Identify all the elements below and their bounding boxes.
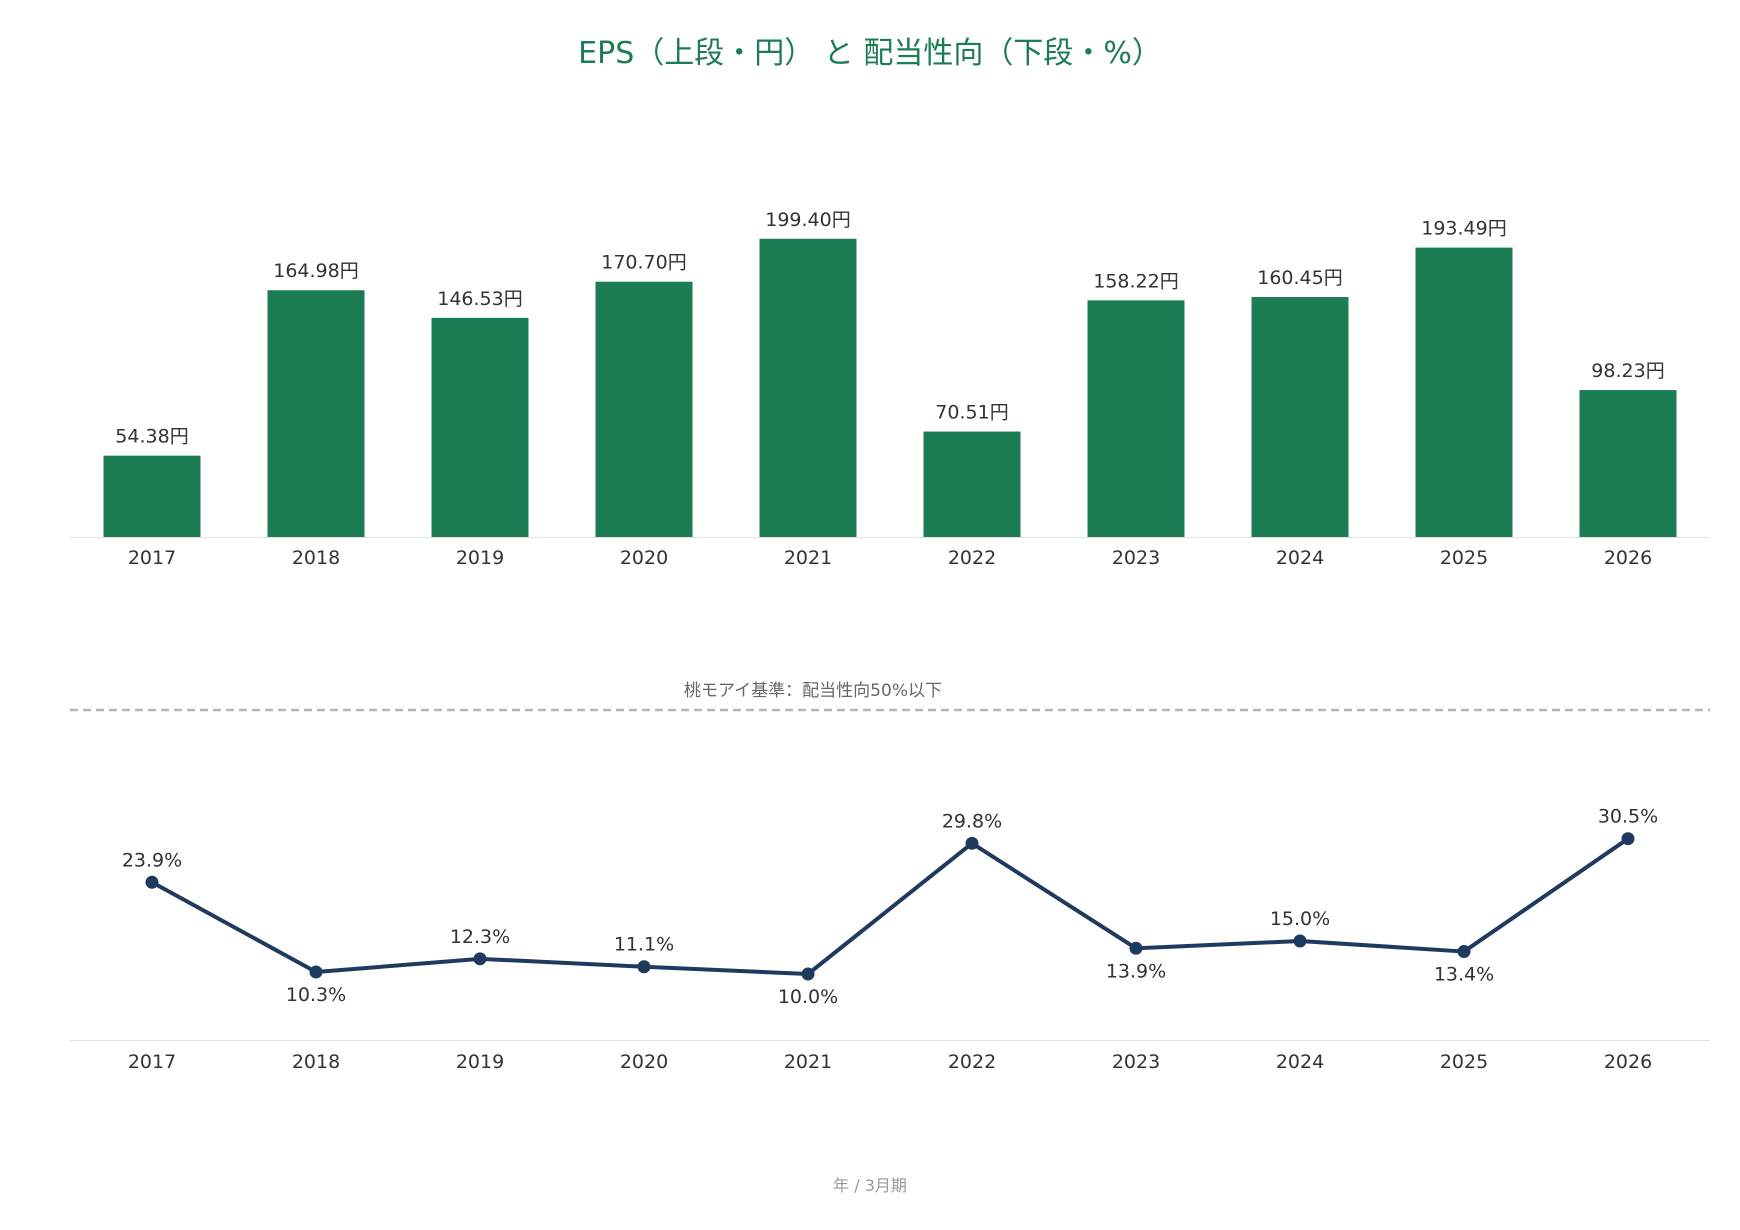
payout-point-label: 30.5% <box>1598 806 1658 828</box>
payout-point-label: 15.0% <box>1270 908 1330 930</box>
payout-point <box>637 960 651 974</box>
bar-x-tick-label: 2023 <box>1112 547 1160 569</box>
eps-bar <box>923 431 1021 537</box>
line-x-tick-label: 2020 <box>620 1051 668 1073</box>
payout-point <box>309 965 323 979</box>
payout-point-label: 10.0% <box>778 986 838 1008</box>
payout-point <box>965 836 979 850</box>
bar-x-tick-label: 2022 <box>948 547 996 569</box>
eps-bar <box>1579 390 1677 537</box>
eps-bar-label: 164.98円 <box>273 260 358 282</box>
eps-bar-label: 146.53円 <box>437 288 522 310</box>
payout-point <box>1457 945 1471 959</box>
eps-bar <box>103 455 201 537</box>
eps-bar-label: 170.70円 <box>601 252 686 274</box>
bar-x-tick-label: 2017 <box>128 547 176 569</box>
bar-x-tick-label: 2020 <box>620 547 668 569</box>
payout-series-line <box>150 836 1630 976</box>
line-x-tick-label: 2017 <box>128 1051 176 1073</box>
payout-point-label: 12.3% <box>450 926 510 948</box>
eps-bar-label: 70.51円 <box>935 402 1008 424</box>
payout-point-label: 13.9% <box>1106 960 1166 982</box>
bar-x-tick-label: 2019 <box>456 547 504 569</box>
eps-bar <box>595 281 693 537</box>
line-x-tick-label: 2021 <box>784 1051 832 1073</box>
eps-bar <box>267 290 365 537</box>
eps-bar-label: 160.45円 <box>1257 267 1342 289</box>
chart-title: EPS（上段・円） と 配当性向（下段・%） <box>578 36 1162 71</box>
eps-bar-label: 193.49円 <box>1421 218 1506 240</box>
payout-point <box>145 875 159 889</box>
eps-bar <box>759 238 857 537</box>
bar-x-tick-label: 2026 <box>1604 547 1652 569</box>
eps-bar-chart: 54.38円 2017 164.98円 2018 146.53円 2019 170.70円 2… <box>70 209 1710 569</box>
reference-line-label: 桃モアイ基準：配当性向50%以下 <box>684 681 942 701</box>
payout-point <box>1621 832 1635 846</box>
payout-point-label: 13.4% <box>1434 964 1494 986</box>
eps-bar <box>431 317 529 537</box>
payout-point <box>473 952 487 966</box>
line-x-tick-label: 2025 <box>1440 1051 1488 1073</box>
payout-line-chart: 桃モアイ基準：配当性向50%以下 23.9% 2017 10.3% 2018 12.3% 2… <box>70 681 1710 1073</box>
payout-point-label: 23.9% <box>122 849 182 871</box>
eps-bar <box>1415 247 1513 537</box>
payout-point-label: 29.8% <box>942 810 1002 832</box>
payout-point <box>1293 934 1307 948</box>
payout-point-label: 11.1% <box>614 934 674 956</box>
eps-bar <box>1251 297 1349 537</box>
line-x-tick-label: 2023 <box>1112 1051 1160 1073</box>
line-x-tick-label: 2026 <box>1604 1051 1652 1073</box>
bar-x-tick-label: 2025 <box>1440 547 1488 569</box>
bar-x-tick-label: 2018 <box>292 547 340 569</box>
eps-bar-label: 199.40円 <box>765 209 850 231</box>
eps-bar-label: 98.23円 <box>1591 360 1664 382</box>
eps-bar <box>1087 300 1185 537</box>
line-x-tick-label: 2024 <box>1276 1051 1324 1073</box>
line-x-tick-label: 2022 <box>948 1051 996 1073</box>
bar-x-tick-label: 2024 <box>1276 547 1324 569</box>
payout-point <box>1129 941 1143 955</box>
line-x-tick-label: 2019 <box>456 1051 504 1073</box>
x-axis-label: 年 / 3月期 <box>833 1176 907 1195</box>
payout-point-label: 10.3% <box>286 984 346 1006</box>
bar-x-tick-label: 2021 <box>784 547 832 569</box>
eps-bar-label: 158.22円 <box>1093 270 1178 292</box>
payout-point <box>801 967 815 981</box>
line-x-tick-label: 2018 <box>292 1051 340 1073</box>
eps-bar-label: 54.38円 <box>115 426 188 448</box>
